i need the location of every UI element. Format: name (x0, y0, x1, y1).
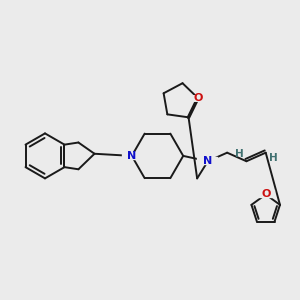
Text: N: N (203, 156, 212, 166)
Text: H: H (235, 149, 243, 159)
Text: N: N (127, 151, 136, 161)
Text: H: H (269, 153, 278, 163)
Text: O: O (261, 190, 270, 200)
Text: O: O (193, 93, 203, 103)
